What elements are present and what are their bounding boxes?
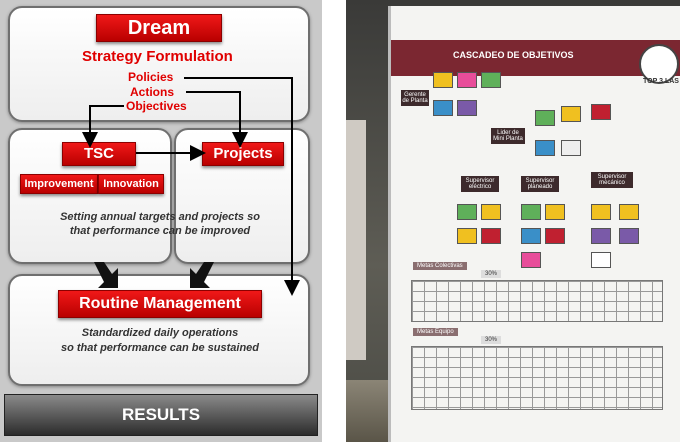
card [481,72,501,88]
tag-lider: Lider de Mini Planta [491,128,525,144]
card [561,106,581,122]
card [591,104,611,120]
results-bar: RESULTS [4,394,318,436]
arrow-policies-to-routine [184,77,300,296]
pct-2: 30% [481,336,502,344]
card [457,100,477,116]
card [619,204,639,220]
annual-targets-line-1: Setting annual targets and projects so [60,211,260,223]
metas-colectivas-tag: Metas Colectivas [413,262,467,270]
arrow-actions-to-projects [186,91,248,148]
innovation-box: Innovation [98,174,164,194]
side-wall [346,120,366,360]
card [457,228,477,244]
annual-targets-line-2: that performance can be improved [69,225,251,237]
card [457,72,477,88]
card [521,252,541,268]
board-header: CASCADEO DE OBJETIVOS [391,40,680,76]
card [591,228,611,244]
metas-equipo-table [411,346,663,410]
card [545,204,565,220]
logo-text: TOP 3 LAS [643,78,679,85]
card [433,72,453,88]
card [521,228,541,244]
pct-1: 30% [481,270,502,278]
card [481,204,501,220]
board-title: CASCADEO DE OBJETIVOS [453,50,574,60]
routine-management-box: Routine Management [58,290,262,318]
arrow-objectives-to-tsc [82,105,124,148]
tag-sup-mecanico: Supervisor mecánico [591,172,633,188]
arrow-projects-to-routine [190,262,214,288]
card [457,204,477,220]
routine-line-2: so that performance can be sustained [60,342,260,354]
card [591,204,611,220]
card [619,228,639,244]
card [535,110,555,126]
board-photo: CASCADEO DE OBJETIVOS TOP 3 LAS Gerente … [346,0,680,442]
strategy-diagram: Dream Strategy Formulation Policies Acti… [0,0,322,442]
card [535,140,555,156]
gear-logo-icon [639,44,679,84]
metas-colectivas-table [411,280,663,322]
tag-sup-planeado: Supervisor planeado [521,176,559,192]
policies-label: Policies [128,70,174,84]
strategy-formulation-label: Strategy Formulation [82,48,233,65]
objectives-label: Objectives [126,99,187,113]
tag-gerente: Gerente de Planta [401,90,429,106]
card [521,204,541,220]
card [433,100,453,116]
tag-sup-electrico: Supervisor eléctrico [461,176,499,192]
card [545,228,565,244]
card [561,140,581,156]
flow-arrows [82,77,300,296]
card [591,252,611,268]
tsc-box: TSC [62,142,136,166]
actions-label: Actions [130,85,175,99]
improvement-box: Improvement [20,174,98,194]
card [481,228,501,244]
arrow-tsc-to-routine [94,262,118,288]
routine-line-1: Standardized daily operations [81,327,239,339]
objectives-board: CASCADEO DE OBJETIVOS TOP 3 LAS Gerente … [388,6,680,442]
metas-equipo-tag: Metas Equipo [413,328,458,336]
dream-box: Dream [96,14,222,42]
